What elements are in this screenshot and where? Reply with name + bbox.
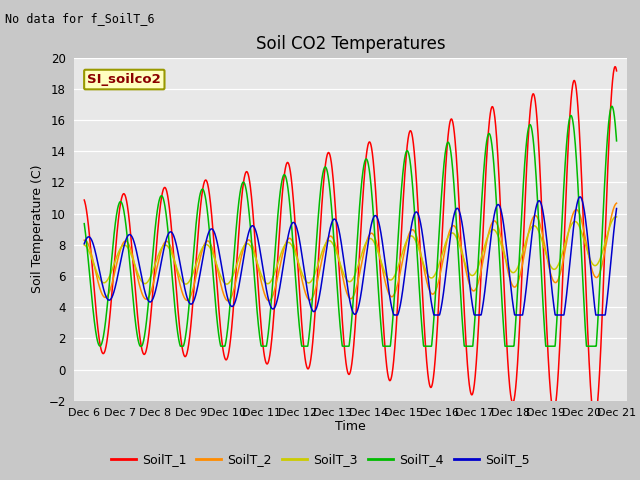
SoilT_4 <box>500 326 508 332</box>
SoilT_5 <box>339 252 347 258</box>
SoilT_3 <box>325 238 333 243</box>
SoilT_4 <box>81 221 88 227</box>
SoilT_3 <box>500 250 508 256</box>
SoilT_1 <box>591 417 598 423</box>
SoilT_3 <box>598 252 605 258</box>
SoilT_2 <box>500 247 508 253</box>
SoilT_3 <box>108 269 115 275</box>
Line: SoilT_2: SoilT_2 <box>84 203 616 301</box>
SoilT_3 <box>612 214 620 220</box>
SoilT_1 <box>325 150 333 156</box>
SoilT_1 <box>339 329 347 335</box>
SoilT_1 <box>81 197 88 203</box>
Legend: SoilT_1, SoilT_2, SoilT_3, SoilT_4, SoilT_5: SoilT_1, SoilT_2, SoilT_3, SoilT_4, Soil… <box>106 448 534 471</box>
SoilT_5 <box>108 295 115 301</box>
SoilT_2 <box>108 283 115 288</box>
SoilT_3 <box>223 281 230 287</box>
SoilT_5 <box>576 194 584 200</box>
SoilT_2 <box>81 237 88 243</box>
SoilT_1 <box>612 68 620 74</box>
SoilT_4 <box>136 343 144 349</box>
Text: SI_soilco2: SI_soilco2 <box>88 73 161 86</box>
SoilT_5 <box>500 222 508 228</box>
SoilT_2 <box>224 298 232 304</box>
X-axis label: Time: Time <box>335 420 366 433</box>
SoilT_4 <box>612 138 620 144</box>
Line: SoilT_5: SoilT_5 <box>84 197 616 315</box>
SoilT_1 <box>108 296 115 302</box>
SoilT_3 <box>339 270 347 276</box>
SoilT_1 <box>500 270 508 276</box>
SoilT_5 <box>598 312 605 318</box>
Line: SoilT_3: SoilT_3 <box>84 217 616 284</box>
SoilT_3 <box>81 242 88 248</box>
SoilT_4 <box>339 343 347 349</box>
SoilT_5 <box>325 231 333 237</box>
SoilT_2 <box>325 234 333 240</box>
SoilT_5 <box>81 241 88 247</box>
SoilT_2 <box>612 200 620 206</box>
SoilT_4 <box>108 258 115 264</box>
SoilT_5 <box>612 205 620 211</box>
Title: Soil CO2 Temperatures: Soil CO2 Temperatures <box>255 35 445 53</box>
SoilT_2 <box>339 277 347 283</box>
SoilT_5 <box>598 312 605 318</box>
Line: SoilT_4: SoilT_4 <box>84 106 616 346</box>
SoilT_1 <box>611 64 619 70</box>
SoilT_4 <box>598 248 605 253</box>
Y-axis label: Soil Temperature (C): Soil Temperature (C) <box>31 165 44 293</box>
SoilT_2 <box>597 265 605 271</box>
Line: SoilT_1: SoilT_1 <box>84 67 616 420</box>
SoilT_2 <box>598 264 605 270</box>
Text: No data for f_SoilT_6: No data for f_SoilT_6 <box>5 12 155 25</box>
SoilT_3 <box>597 253 605 259</box>
SoilT_5 <box>390 312 398 318</box>
SoilT_1 <box>598 332 605 338</box>
SoilT_3 <box>612 214 620 220</box>
SoilT_4 <box>608 103 616 109</box>
SoilT_4 <box>597 253 605 259</box>
SoilT_1 <box>597 338 605 344</box>
SoilT_4 <box>325 181 333 187</box>
